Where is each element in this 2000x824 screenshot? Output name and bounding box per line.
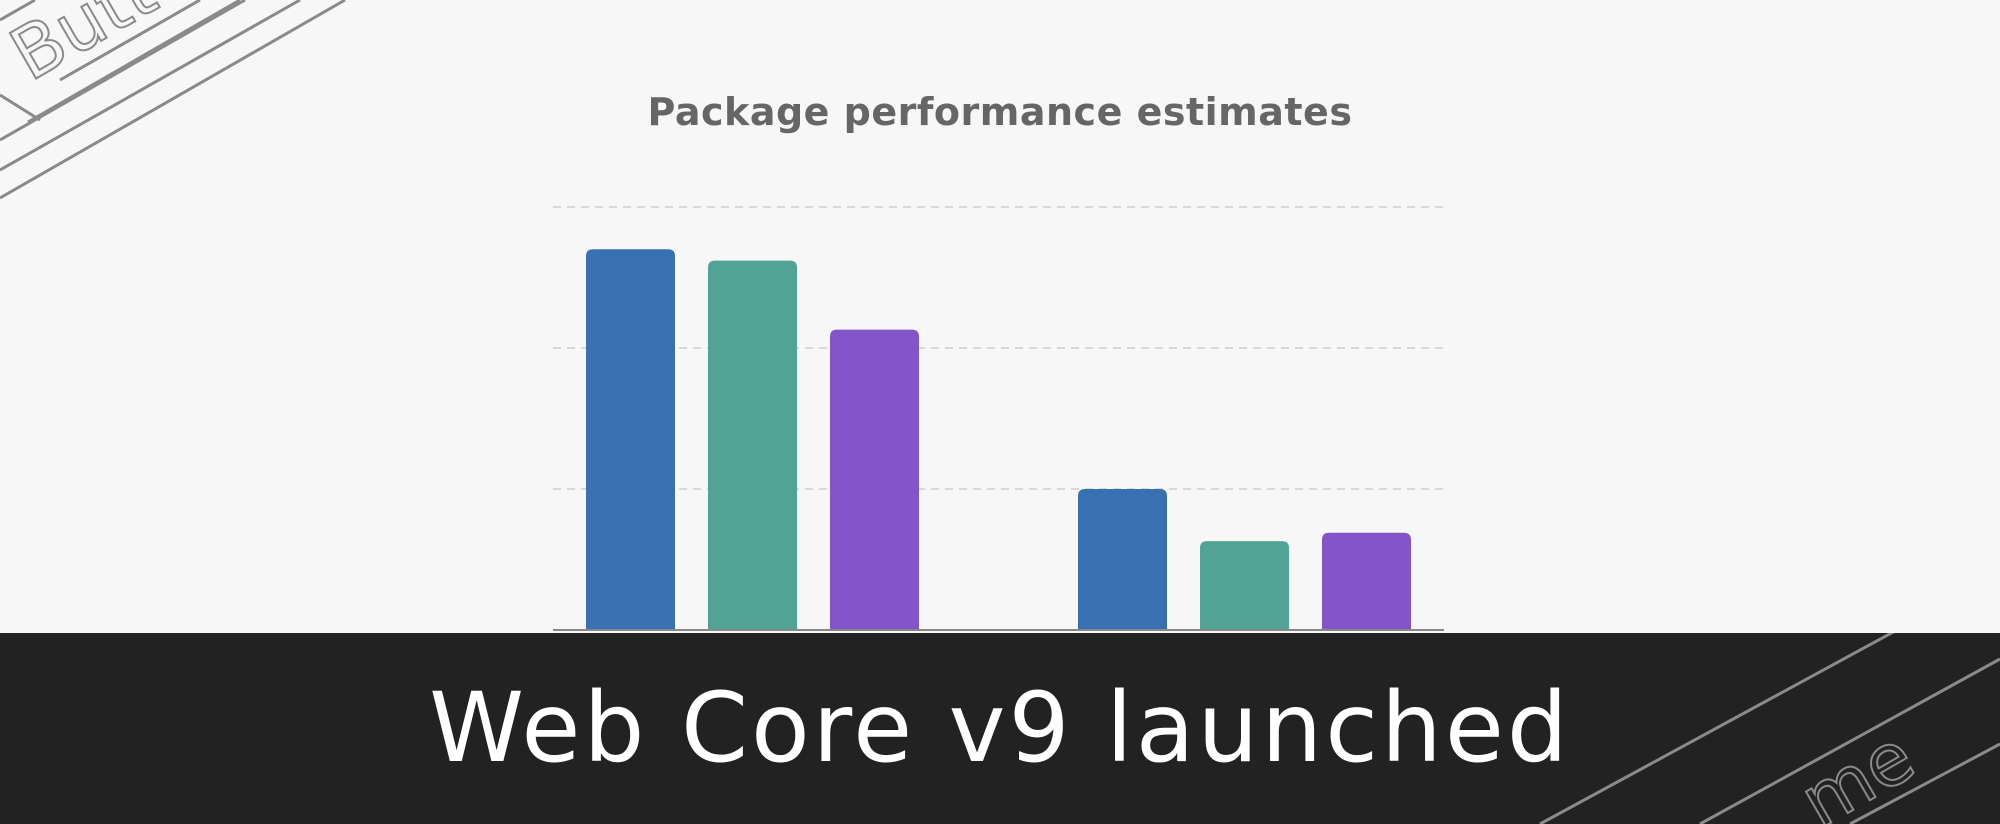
banner: me Web Core v9 launched <box>0 633 2000 824</box>
bar-group2-series1 <box>1078 489 1167 630</box>
bar-group1-series2 <box>708 260 797 630</box>
chart-title: Package performance estimates <box>647 90 1353 134</box>
banner-title: Web Core v9 launched <box>429 672 1571 784</box>
bar-group1-series3 <box>830 329 919 630</box>
grid-layer <box>553 206 1444 490</box>
bar-group2-series2 <box>1200 541 1289 630</box>
bar-group1-series1 <box>586 249 675 631</box>
bar-group2-series3 <box>1322 532 1411 630</box>
bar-chart <box>553 206 1444 631</box>
bar-layer <box>586 249 1411 631</box>
